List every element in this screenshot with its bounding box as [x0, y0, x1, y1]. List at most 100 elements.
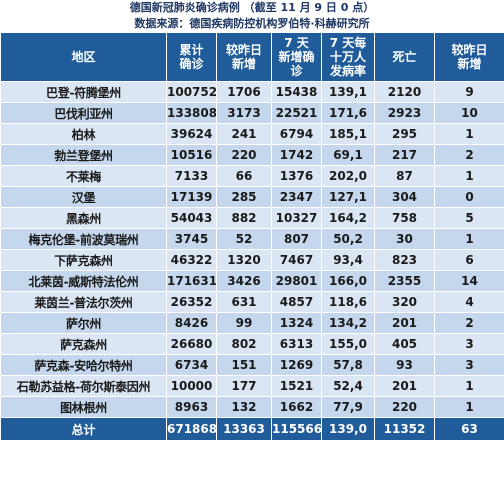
cell-deaths: 201	[374, 375, 435, 397]
cell-cumulative: 54043	[166, 207, 217, 229]
header-cumulative: 累计 确诊	[166, 32, 217, 82]
header-row: 地区 累计 确诊 较昨日 新增 7 天新增确诊 7 天每 十万人 发病率 死亡 较昨日新…	[0, 32, 504, 82]
cell-new-deaths: 1	[434, 165, 504, 187]
table-row: 萨克森州 26680 802 6313 155,0 405 3	[0, 333, 504, 355]
total-new-cases: 13363	[216, 417, 272, 441]
cell-incidence: 52,4	[321, 375, 375, 397]
cell-incidence: 185,1	[321, 123, 375, 145]
cell-deaths: 758	[374, 207, 435, 229]
cell-deaths: 405	[374, 333, 435, 355]
cell-incidence: 139,1	[321, 81, 375, 103]
cell-new-cases: 631	[216, 291, 272, 313]
cell-incidence: 50,2	[321, 228, 375, 250]
cell-new-deaths: 1	[434, 123, 504, 145]
cell-region: 图林根州	[0, 396, 167, 418]
cell-seven-day: 22521	[271, 102, 322, 124]
header-cumulative-label: 累计 确诊	[179, 43, 204, 71]
cell-cumulative: 26680	[166, 333, 217, 355]
cell-new-cases: 177	[216, 375, 272, 397]
cell-new-cases: 99	[216, 312, 272, 334]
cell-incidence: 202,0	[321, 165, 375, 187]
total-row: 总计 671868 13363 115566 139,0 11352 63	[0, 417, 504, 441]
cell-seven-day: 1376	[271, 165, 322, 187]
cell-seven-day: 2347	[271, 186, 322, 208]
cell-cumulative: 133808	[166, 102, 217, 124]
table-row: 萨尔州 8426 99 1324 134,2 201 2	[0, 312, 504, 334]
cell-new-cases: 151	[216, 354, 272, 376]
total-new-deaths: 63	[434, 417, 504, 441]
table-row: 柏林 39624 241 6794 185,1 295 1	[0, 123, 504, 145]
cell-region: 莱茵兰-普法尔茨州	[0, 291, 167, 313]
total-region: 总计	[0, 417, 167, 441]
cell-new-cases: 66	[216, 165, 272, 187]
cell-new-cases: 241	[216, 123, 272, 145]
cell-new-cases: 52	[216, 228, 272, 250]
cell-deaths: 2120	[374, 81, 435, 103]
cell-seven-day: 10327	[271, 207, 322, 229]
cell-deaths: 304	[374, 186, 435, 208]
cell-region: 下萨克森州	[0, 249, 167, 271]
cell-new-deaths: 2	[434, 312, 504, 334]
cell-new-deaths: 1	[434, 375, 504, 397]
table-row: 莱茵兰-普法尔茨州 26352 631 4857 118,6 320 4	[0, 291, 504, 313]
cell-region: 巴登-符腾堡州	[0, 81, 167, 103]
cell-new-cases: 285	[216, 186, 272, 208]
table-row: 萨克森-安哈尔特州 6734 151 1269 57,8 93 3	[0, 354, 504, 376]
cell-cumulative: 6734	[166, 354, 217, 376]
cell-cumulative: 171631	[166, 270, 217, 292]
header-region: 地区	[0, 32, 167, 82]
cell-new-cases: 132	[216, 396, 272, 418]
cell-region: 汉堡	[0, 186, 167, 208]
cell-new-deaths: 0	[434, 186, 504, 208]
cell-new-deaths: 3	[434, 354, 504, 376]
cell-region: 北莱茵-威斯特法伦州	[0, 270, 167, 292]
cell-seven-day: 1269	[271, 354, 322, 376]
cell-seven-day: 6313	[271, 333, 322, 355]
cell-new-deaths: 5	[434, 207, 504, 229]
cell-seven-day: 1662	[271, 396, 322, 418]
cell-incidence: 127,1	[321, 186, 375, 208]
cell-deaths: 220	[374, 396, 435, 418]
cell-cumulative: 10516	[166, 144, 217, 166]
cell-cumulative: 7133	[166, 165, 217, 187]
total-deaths: 11352	[374, 417, 435, 441]
cell-incidence: 166,0	[321, 270, 375, 292]
cell-region: 萨尔州	[0, 312, 167, 334]
table-row: 北莱茵-威斯特法伦州 171631 3426 29801 166,0 2355 14	[0, 270, 504, 292]
cell-new-deaths: 14	[434, 270, 504, 292]
cell-region: 巴伐利亚州	[0, 102, 167, 124]
cell-incidence: 164,2	[321, 207, 375, 229]
cell-incidence: 155,0	[321, 333, 375, 355]
cell-region: 黑森州	[0, 207, 167, 229]
cell-new-cases: 882	[216, 207, 272, 229]
cell-seven-day: 7467	[271, 249, 322, 271]
table-row: 黑森州 54043 882 10327 164,2 758 5	[0, 207, 504, 229]
cell-cumulative: 3745	[166, 228, 217, 250]
table-row: 梅克伦堡-前波莫瑞州 3745 52 807 50,2 30 1	[0, 228, 504, 250]
table-row: 巴伐利亚州 133808 3173 22521 171,6 2923 10	[0, 102, 504, 124]
cases-table: 地区 累计 确诊 较昨日 新增 7 天新增确诊 7 天每 十万人 发病率 死亡 较昨日新…	[0, 32, 504, 441]
header-new-cases-label: 较昨日 新增	[225, 43, 262, 71]
cell-new-cases: 802	[216, 333, 272, 355]
cell-seven-day: 6794	[271, 123, 322, 145]
cell-incidence: 171,6	[321, 102, 375, 124]
cell-region: 梅克伦堡-前波莫瑞州	[0, 228, 167, 250]
header-new-deaths: 较昨日 新增	[434, 32, 504, 82]
header-seven-day-label: 7 天新增确诊	[278, 36, 315, 78]
cell-region: 不莱梅	[0, 165, 167, 187]
total-seven-day: 115566	[271, 417, 322, 441]
cell-cumulative: 8426	[166, 312, 217, 334]
cell-deaths: 295	[374, 123, 435, 145]
cell-cumulative: 26352	[166, 291, 217, 313]
cell-new-deaths: 6	[434, 249, 504, 271]
cell-new-deaths: 3	[434, 333, 504, 355]
table-row: 不莱梅 7133 66 1376 202,0 87 1	[0, 165, 504, 187]
cell-region: 柏林	[0, 123, 167, 145]
cell-deaths: 2923	[374, 102, 435, 124]
cell-seven-day: 4857	[271, 291, 322, 313]
cell-seven-day: 1521	[271, 375, 322, 397]
table-body: 巴登-符腾堡州 100752 1706 15438 139,1 2120 9 巴伐利亚州 133…	[0, 81, 504, 418]
header-new-deaths-label: 较昨日 新增	[451, 43, 488, 71]
cell-cumulative: 8963	[166, 396, 217, 418]
header-incidence-label: 7 天每 十万人 发病率	[329, 36, 367, 78]
